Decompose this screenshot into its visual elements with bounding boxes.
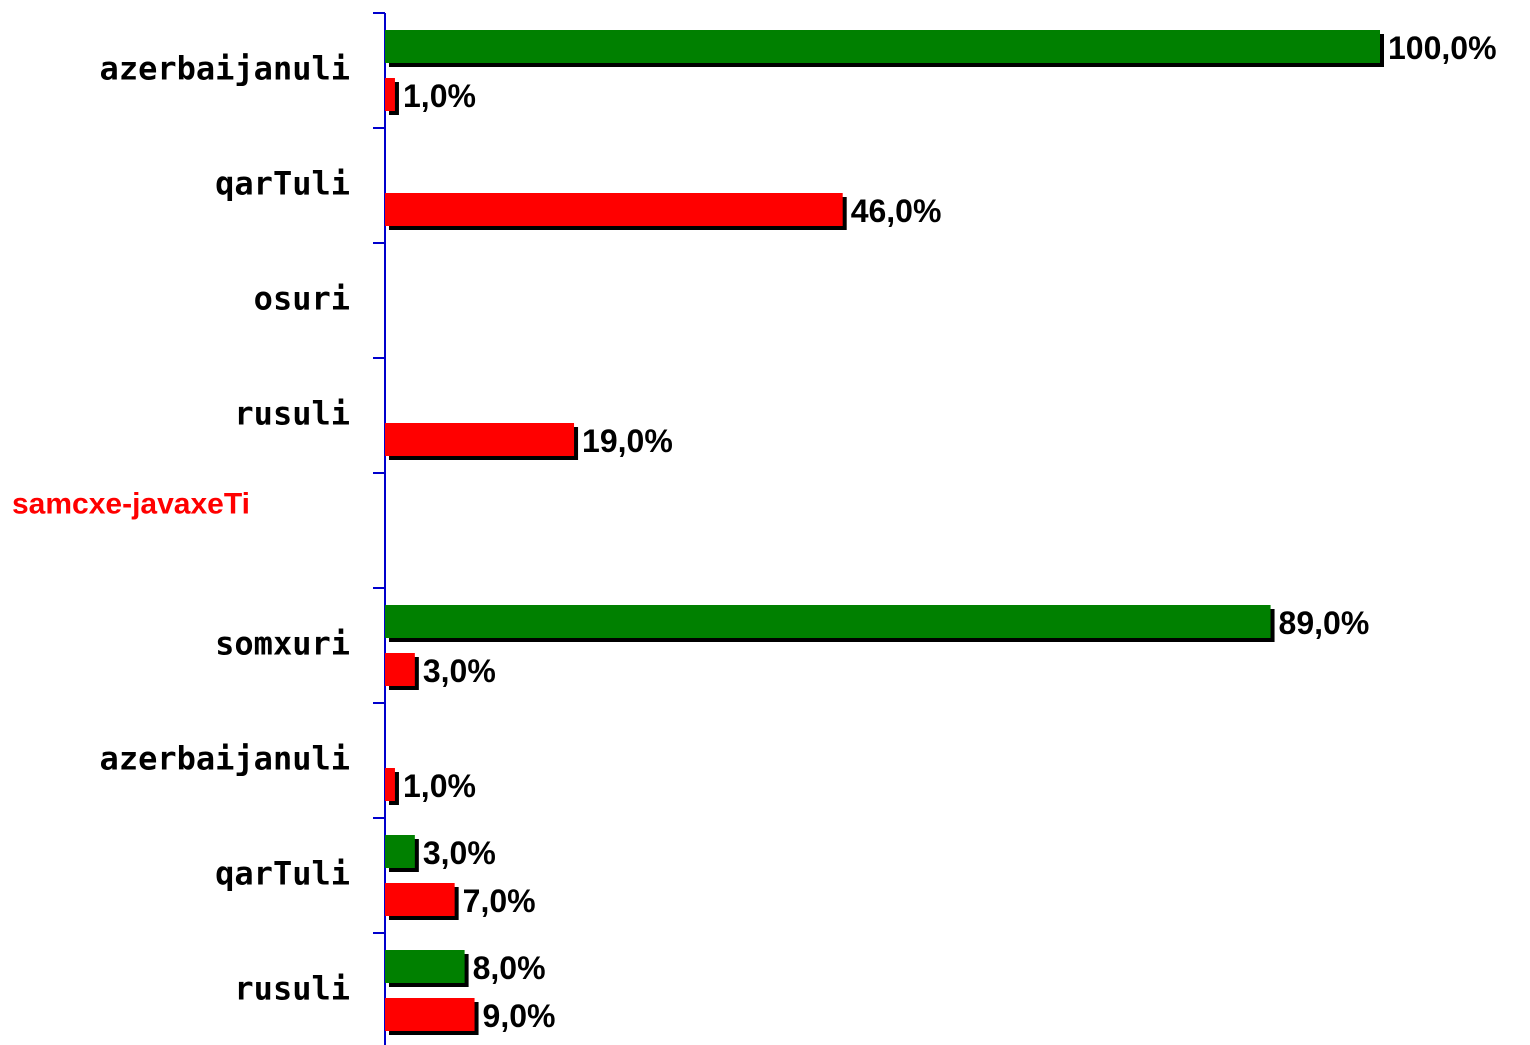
data-label: 89,0% xyxy=(1279,605,1370,641)
data-label: 46,0% xyxy=(851,193,942,229)
category-label: rusuli xyxy=(234,970,350,1008)
bar xyxy=(385,423,575,456)
data-label: 100,0% xyxy=(1388,30,1497,66)
data-label: 3,0% xyxy=(423,835,496,871)
bar xyxy=(385,605,1271,638)
category-label: azerbaijanuli xyxy=(100,740,350,778)
bar xyxy=(385,30,1380,63)
bar xyxy=(385,653,415,686)
category-label: osuri xyxy=(254,280,350,318)
bar xyxy=(385,193,843,226)
category-label: qarTuli xyxy=(215,855,350,893)
data-label: 1,0% xyxy=(403,78,476,114)
data-label: 8,0% xyxy=(473,950,546,986)
category-label: rusuli xyxy=(234,395,350,433)
data-label: 1,0% xyxy=(403,768,476,804)
bar xyxy=(385,835,415,868)
data-label: 19,0% xyxy=(582,423,673,459)
bar xyxy=(385,768,395,801)
category-label: qarTuli xyxy=(215,165,350,203)
data-label: 7,0% xyxy=(463,883,536,919)
bar xyxy=(385,883,455,916)
category-label: samcxe-javaxeTi xyxy=(12,487,250,520)
data-label: 9,0% xyxy=(483,998,556,1034)
bar xyxy=(385,78,395,111)
category-label: azerbaijanuli xyxy=(100,50,350,88)
bar xyxy=(385,950,465,983)
category-label: somxuri xyxy=(215,625,350,663)
bar xyxy=(385,998,475,1031)
data-label: 3,0% xyxy=(423,653,496,689)
